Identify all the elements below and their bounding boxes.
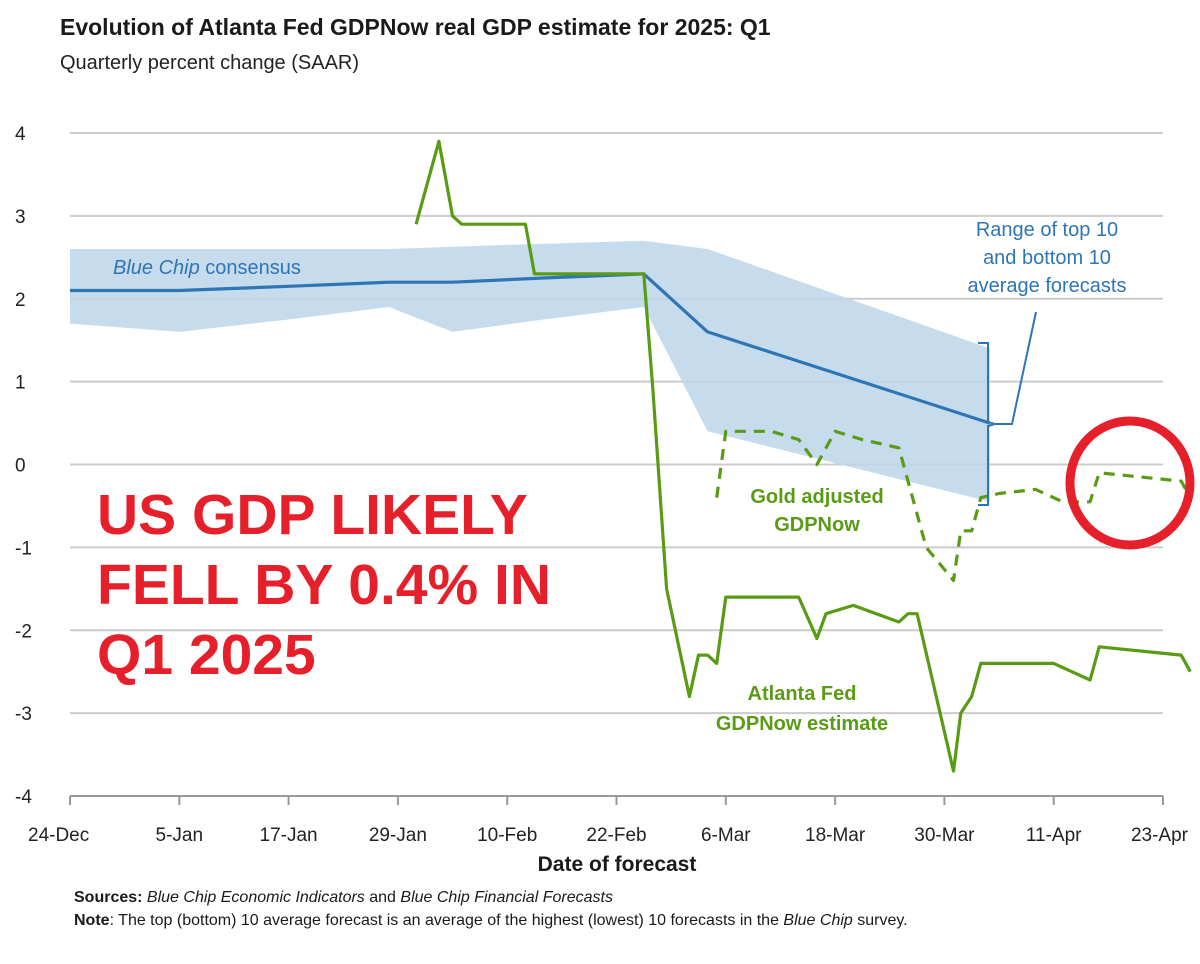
x-tick-label: 6-Mar [701, 825, 751, 846]
y-tick-label: 3 [15, 207, 26, 228]
gold-label-line2: GDPNow [774, 514, 860, 536]
sources-text2: Blue Chip Financial Forecasts [400, 889, 613, 906]
y-tick-label: 0 [15, 456, 26, 477]
consensus-label-rest: consensus [200, 257, 301, 279]
note-end: survey. [852, 912, 908, 929]
x-tick-label: 24-Dec [28, 825, 89, 846]
note-text: : The top (bottom) 10 average forecast i… [109, 912, 784, 929]
sources-text1: Blue Chip Economic Indicators [146, 889, 365, 906]
chart-title: Evolution of Atlanta Fed GDPNow real GDP… [60, 14, 771, 40]
atl-label-line1: Atlanta Fed [748, 683, 857, 705]
y-tick-label: 1 [15, 373, 26, 394]
consensus-label-italic: Blue Chip [113, 257, 200, 279]
gold-adjusted-line [715, 429, 1192, 583]
range-band-layer [70, 240, 990, 502]
range-band [70, 240, 990, 502]
y-tick-label: -4 [15, 787, 32, 808]
y-tick-label: -3 [15, 704, 32, 725]
range-label-line3: average forecasts [968, 275, 1127, 297]
y-tick-label: 4 [15, 124, 26, 145]
y-tick-label: -1 [15, 538, 32, 559]
note-line: Note: The top (bottom) 10 average foreca… [74, 909, 1164, 932]
headline-line3: Q1 2025 [97, 623, 316, 687]
x-tick-label: 10-Feb [477, 825, 537, 846]
gdpnow-line [414, 139, 1192, 773]
tick-labels: 4 3 2 1 0 -1 -2 -3 -4 24-Dec 5-Jan 17-Jan 29-Jan 10-F… [15, 124, 1189, 846]
x-tick-label: 11-Apr [1026, 825, 1082, 846]
chart-subtitle: Quarterly percent change (SAAR) [60, 52, 360, 74]
highlight-circle [1065, 416, 1195, 550]
gold-label-line1: Gold adjusted [750, 486, 883, 508]
x-tick-label: 17-Jan [260, 825, 318, 846]
headline-text: US GDP LIKELY FELL BY 0.4% IN Q1 2025 [97, 480, 551, 690]
sources-label: Sources: [74, 889, 143, 906]
x-axis-label: Date of forecast [538, 853, 697, 876]
x-tick-label: 29-Jan [369, 825, 427, 846]
x-tick-label: 5-Jan [156, 825, 204, 846]
range-label-line2: and bottom 10 [983, 247, 1111, 269]
y-tick-label: 2 [15, 290, 26, 311]
headline-line1: US GDP LIKELY [97, 483, 528, 547]
atl-label-line2: GDPNow estimate [716, 713, 888, 735]
sources-line: Sources: Blue Chip Economic Indicators a… [74, 886, 1164, 909]
consensus-label: Blue Chip consensus [113, 257, 301, 279]
y-tick-label: -2 [15, 621, 32, 642]
range-leader-line [996, 311, 1037, 425]
sources-note: Sources: Blue Chip Economic Indicators a… [74, 886, 1164, 932]
x-tick-label: 23-Apr [1131, 825, 1189, 846]
x-tick-label: 22-Feb [586, 825, 646, 846]
sources-and: and [364, 889, 401, 906]
range-bracket [978, 342, 999, 506]
x-axis [69, 795, 1164, 805]
x-tick-label: 30-Mar [914, 825, 975, 846]
series-layer [70, 139, 1192, 773]
consensus-line [70, 272, 991, 425]
range-label-line1: Range of top 10 [976, 219, 1118, 241]
note-italic: Blue Chip [783, 912, 853, 929]
headline-line2: FELL BY 0.4% IN [97, 553, 552, 617]
note-label: Note [74, 912, 110, 929]
x-tick-label: 18-Mar [805, 825, 866, 846]
